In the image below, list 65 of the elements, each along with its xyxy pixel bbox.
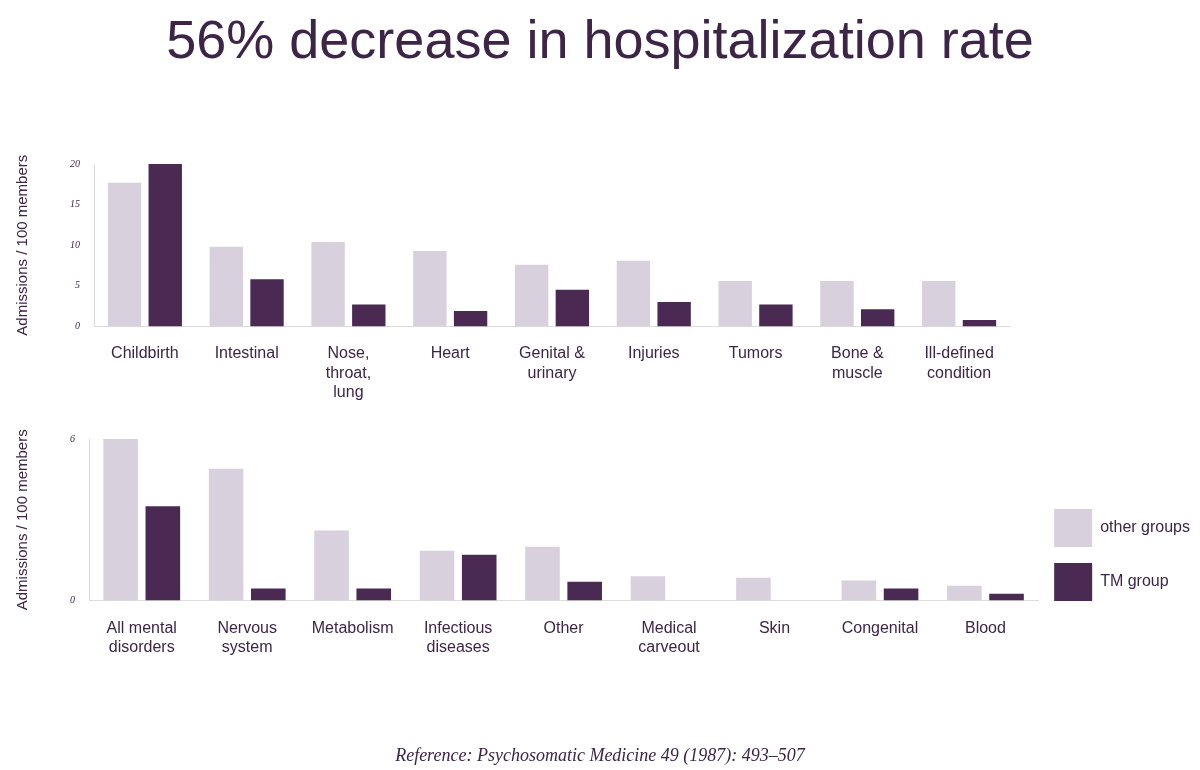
x-tick-label: Intestinal — [214, 344, 279, 362]
y-axis-title: Admissions / 100 members — [13, 154, 31, 336]
bar — [525, 546, 560, 601]
bar — [311, 241, 345, 327]
x-tick-label: Childbirth — [111, 344, 179, 362]
x-tick-label: Ill-defined condition — [924, 344, 994, 381]
bar — [616, 260, 651, 327]
bar — [250, 588, 286, 601]
x-tick-label: Genital & urinary — [519, 344, 586, 381]
bar — [352, 304, 386, 327]
y-tick-label: 5 — [75, 279, 80, 291]
bar — [461, 554, 497, 601]
bar — [861, 309, 895, 327]
x-tick-label: Nervous system — [217, 618, 277, 655]
bar — [209, 246, 243, 327]
bar — [630, 576, 666, 601]
x-tick-label: All mental disorders — [106, 618, 177, 655]
x-tick-label: Metabolism — [311, 618, 394, 636]
x-tick-label: Medical carveout — [638, 618, 701, 655]
x-tick-label: Bone & muscle — [831, 344, 884, 381]
bar — [947, 585, 982, 601]
y-tick-label: 20 — [70, 157, 80, 169]
text: Reference: Psychosomatic Medicine 49 (1987): 493–507 — [394, 745, 807, 766]
y-tick-label: 10 — [70, 238, 80, 250]
bar — [419, 550, 455, 601]
bar — [989, 593, 1024, 601]
y-tick-label: 15 — [70, 198, 80, 210]
y-tick-label: 0 — [70, 594, 75, 606]
x-tick-label: Blood — [964, 618, 1006, 636]
bar — [820, 280, 854, 327]
bar — [453, 310, 488, 327]
x-tick-label: Tumors — [728, 344, 783, 362]
bar — [148, 164, 182, 327]
bar — [841, 580, 877, 601]
y-axis-title: Admissions / 100 members — [13, 429, 31, 611]
bar — [736, 577, 771, 601]
chart-title: 56% decrease in hospitalization rate — [165, 8, 1035, 70]
x-tick-label: Heart — [430, 344, 471, 362]
y-tick-label: 0 — [75, 320, 80, 332]
bar — [555, 289, 590, 327]
bar — [145, 506, 181, 601]
bar — [250, 279, 284, 327]
bar — [922, 280, 956, 327]
bar — [883, 588, 919, 601]
bar — [413, 250, 447, 327]
bar — [103, 439, 138, 601]
bar — [356, 588, 392, 601]
x-tick-label: Nose, throat, lung — [325, 344, 372, 400]
legend-label: TM group — [1100, 572, 1169, 590]
x-tick-label: Congenital — [841, 618, 919, 636]
bar — [962, 319, 997, 327]
bar — [759, 304, 793, 327]
bar — [718, 280, 752, 327]
y-tick-label: 6 — [70, 432, 75, 444]
x-tick-label: Skin — [758, 618, 791, 636]
bar — [567, 581, 602, 601]
x-tick-label: Infectious diseases — [423, 618, 493, 655]
bar — [208, 468, 244, 601]
bar — [107, 182, 142, 327]
x-tick-label: Other — [543, 618, 585, 636]
bar — [657, 302, 691, 327]
bar — [514, 264, 549, 327]
legend-label: other groups — [1100, 518, 1191, 536]
x-tick-label: Injuries — [627, 344, 680, 362]
bar — [314, 530, 349, 601]
